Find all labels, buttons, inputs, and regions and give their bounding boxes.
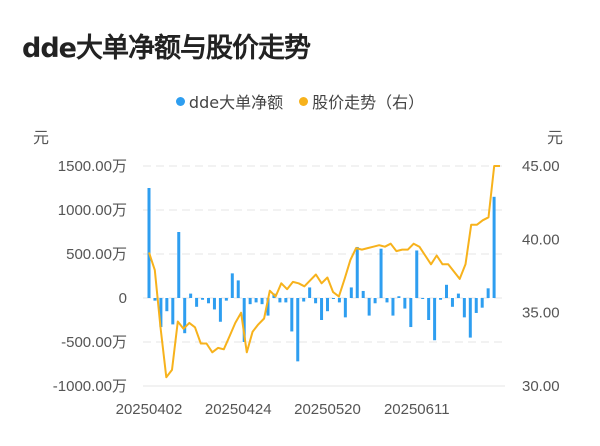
dde-bar[interactable] xyxy=(314,298,318,304)
dde-bar[interactable] xyxy=(331,298,335,299)
dde-bar[interactable] xyxy=(207,298,210,304)
dde-bar[interactable] xyxy=(337,298,341,303)
dde-bar[interactable] xyxy=(308,287,312,298)
chart-title: dde大单净额与股价走势 xyxy=(22,33,311,64)
dde-bar[interactable] xyxy=(355,246,359,298)
dde-bar[interactable] xyxy=(367,298,371,316)
left-axis-tick: 1500.00万 xyxy=(58,158,127,175)
dde-bar[interactable] xyxy=(218,298,222,322)
chart-legend: dde大单净额 股价走势（右） xyxy=(0,89,600,113)
dde-bar[interactable] xyxy=(480,298,484,308)
dde-bar[interactable] xyxy=(391,298,395,316)
dde-bar[interactable] xyxy=(165,298,169,312)
dde-bar[interactable] xyxy=(320,298,324,320)
dde-bar[interactable] xyxy=(189,293,193,298)
dde-bar[interactable] xyxy=(254,298,258,303)
dde-bar[interactable] xyxy=(486,288,490,298)
dde-bar[interactable] xyxy=(433,298,437,341)
dde-bar[interactable] xyxy=(373,298,377,304)
left-axis-tick: 500.00万 xyxy=(66,246,127,263)
left-axis-tick: -500.00万 xyxy=(61,334,127,351)
dde-bar[interactable] xyxy=(147,188,151,298)
dde-bar[interactable] xyxy=(492,196,496,298)
dde-bar[interactable] xyxy=(456,293,460,298)
dde-bar[interactable] xyxy=(403,298,407,309)
dde-bar[interactable] xyxy=(159,298,163,328)
dde-bar[interactable] xyxy=(445,284,448,298)
dde-bar[interactable] xyxy=(427,298,431,320)
dde-bar[interactable] xyxy=(379,248,383,298)
dde-bar[interactable] xyxy=(242,298,246,342)
dde-bar[interactable] xyxy=(195,298,199,307)
dde-bar[interactable] xyxy=(260,298,264,305)
left-axis-unit: 元 xyxy=(33,128,50,147)
legend-item-dde[interactable]: dde大单净额 xyxy=(175,89,284,113)
dde-bar[interactable] xyxy=(177,232,181,298)
dde-bar[interactable] xyxy=(409,298,413,328)
dde-bar[interactable] xyxy=(290,298,294,332)
dde-bar[interactable] xyxy=(284,298,288,303)
price-line[interactable] xyxy=(148,165,500,379)
x-axis-tick: 20250520 xyxy=(294,401,361,418)
dde-bar[interactable] xyxy=(462,298,466,318)
dde-bar[interactable] xyxy=(296,298,300,362)
dde-bar[interactable] xyxy=(278,298,282,303)
dde-bar[interactable] xyxy=(266,298,270,316)
x-axis-tick: 20250424 xyxy=(205,401,272,418)
legend-label-price: 股价走势（右） xyxy=(312,93,425,112)
dde-bar[interactable] xyxy=(421,298,425,299)
dde-bar[interactable] xyxy=(474,298,478,313)
dde-bar[interactable] xyxy=(230,273,234,298)
dde-bar[interactable] xyxy=(361,290,365,298)
dde-bar[interactable] xyxy=(468,298,472,338)
dde-bar[interactable] xyxy=(439,298,443,300)
right-axis-tick: 45.00 xyxy=(522,158,560,175)
dde-bar[interactable] xyxy=(201,298,205,300)
dde-bar[interactable] xyxy=(326,298,329,312)
left-axis-tick: 1000.00万 xyxy=(58,202,127,219)
dde-bar[interactable] xyxy=(248,298,252,305)
legend-item-price[interactable]: 股价走势（右） xyxy=(299,89,424,113)
x-axis-tick: 20250402 xyxy=(116,401,183,418)
right-axis-unit: 元 xyxy=(547,128,564,147)
dde-bar[interactable] xyxy=(450,298,454,307)
x-axis-tick: 20250611 xyxy=(384,401,450,418)
dde-bar[interactable] xyxy=(171,298,175,325)
dde-bar[interactable] xyxy=(415,250,419,298)
legend-dot-blue-icon xyxy=(175,96,185,106)
left-axis-tick: -1000.00万 xyxy=(53,378,127,395)
dde-bar[interactable] xyxy=(224,298,228,301)
dde-bar[interactable] xyxy=(343,298,347,318)
legend-dot-orange-icon xyxy=(299,96,309,106)
dde-bar[interactable] xyxy=(385,298,389,303)
dde-bar[interactable] xyxy=(153,298,157,301)
legend-label-dde: dde大单净额 xyxy=(188,93,284,112)
dde-bar[interactable] xyxy=(349,287,353,298)
dde-bar[interactable] xyxy=(397,296,401,298)
right-axis-tick: 30.00 xyxy=(522,378,560,395)
left-axis-tick: 0 xyxy=(119,290,127,307)
right-axis-tick: 40.00 xyxy=(522,231,560,248)
right-axis-tick: 35.00 xyxy=(522,305,560,322)
dde-bar[interactable] xyxy=(212,298,216,310)
dde-bar[interactable] xyxy=(302,298,306,302)
dde-bar[interactable] xyxy=(183,298,187,334)
dde-bar[interactable] xyxy=(236,280,240,298)
